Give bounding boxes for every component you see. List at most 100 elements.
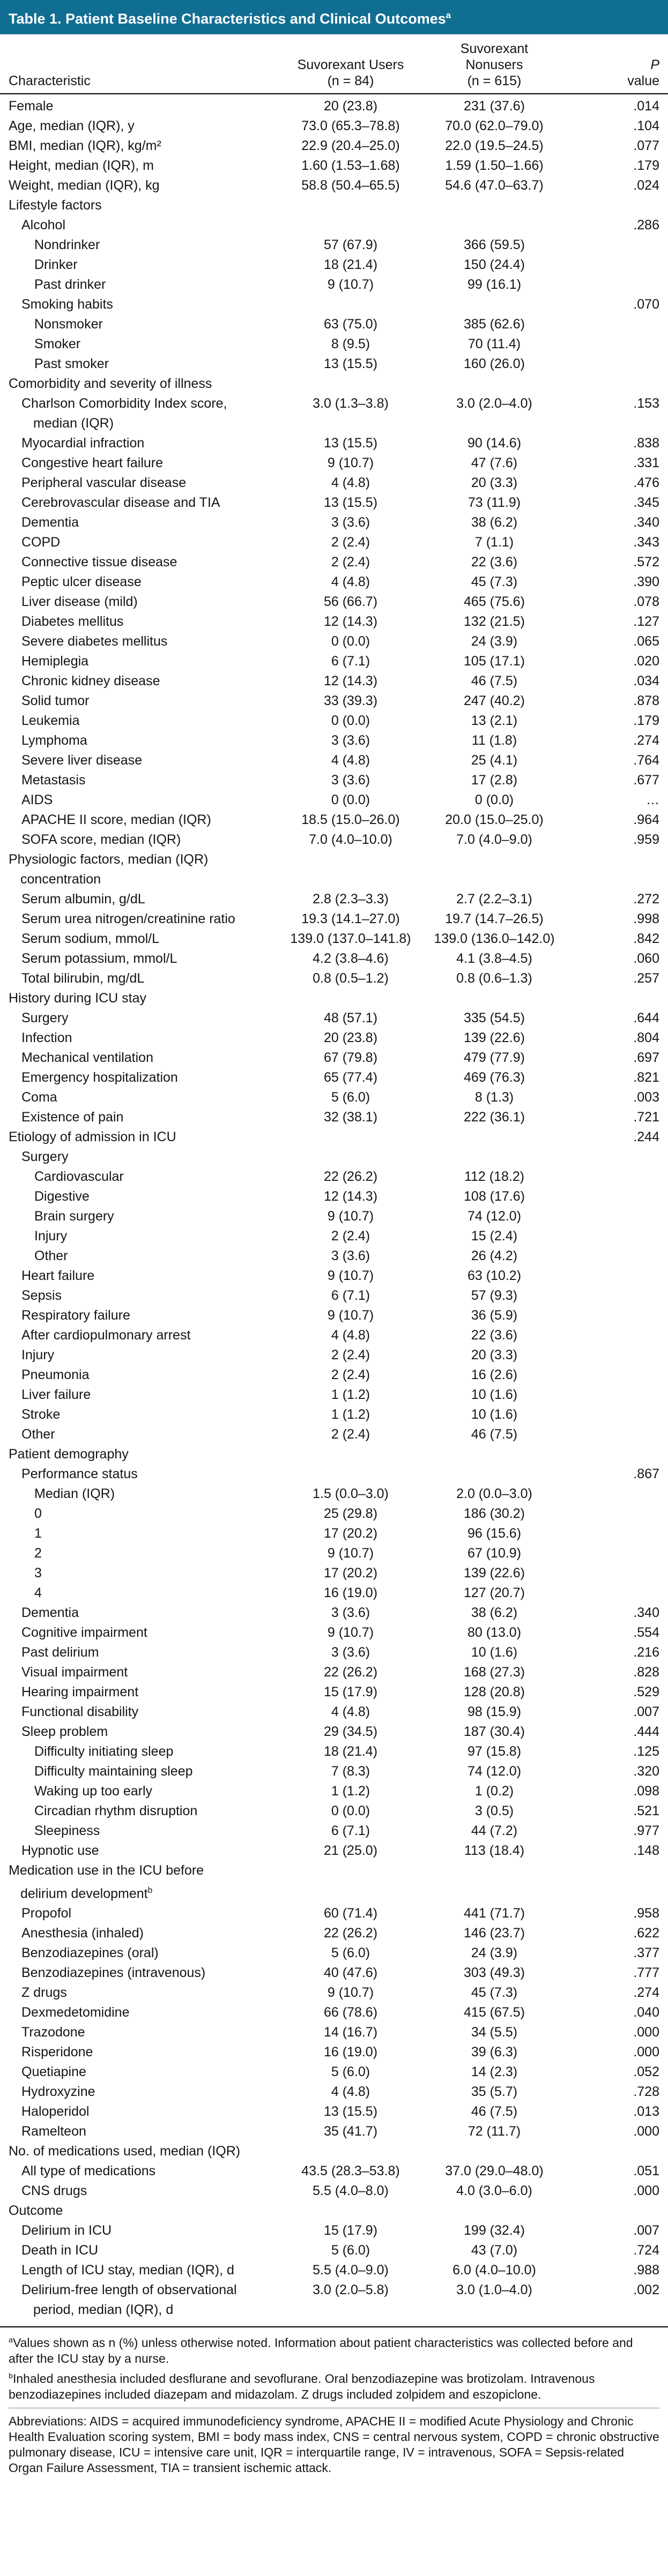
row-label: Surgery <box>21 1149 69 1164</box>
table-row: Dementia 3 (3.6) 38 (6.2) .340 <box>0 1603 668 1623</box>
row-value-nonusers: 8 (1.3) <box>474 1090 514 1105</box>
row-label: Hearing impairment <box>21 1684 139 1699</box>
row-value-nonusers: 20 (3.3) <box>471 475 518 490</box>
row-label: No. of medications used, median (IQR) <box>9 2144 241 2159</box>
row-value-users: 3 (3.6) <box>331 515 370 530</box>
row-value-users: 58.8 (50.4–65.5) <box>301 178 400 193</box>
row-label: Existence of pain <box>21 1110 124 1125</box>
row-value-nonusers: 415 (67.5) <box>464 2005 525 2020</box>
row-value-nonusers: 63 (10.2) <box>467 1268 522 1283</box>
table-row: Sleep problem 29 (34.5) 187 (30.4) .444 <box>0 1722 668 1742</box>
table-row: Infection 20 (23.8) 139 (22.6) .804 <box>0 1028 668 1048</box>
row-p-value: .051 <box>633 2163 659 2179</box>
row-value-users: 4 (4.8) <box>331 1328 370 1343</box>
row-label: Brain surgery <box>34 1209 114 1224</box>
row-value-users: 3 (3.6) <box>331 1605 370 1620</box>
table-row: Ramelteon 35 (41.7) 72 (11.7) .000 <box>0 2122 668 2141</box>
row-p-value: .003 <box>633 1090 659 1105</box>
table-row: Hemiplegia 6 (7.1) 105 (17.1) .020 <box>0 652 668 671</box>
row-label: 4 <box>34 1585 42 1600</box>
row-label: Infection <box>21 1030 72 1045</box>
header-line: value <box>627 73 659 88</box>
row-label: Emergency hospitalization <box>21 1070 178 1085</box>
row-value-nonusers: 45 (7.3) <box>471 1985 518 2001</box>
row-value-nonusers: 231 (37.6) <box>464 99 525 114</box>
row-label: Z drugs <box>21 1985 67 2001</box>
row-value-users: 73.0 (65.3–78.8) <box>301 118 400 133</box>
row-value-users: 21 (25.0) <box>323 1843 378 1858</box>
row-value-nonusers: 73 (11.9) <box>467 495 521 510</box>
row-p-value: .878 <box>633 693 659 708</box>
row-p-value: .554 <box>633 1625 659 1640</box>
row-value-users: 1 (1.2) <box>331 1784 370 1799</box>
row-label: Difficulty initiating sleep <box>34 1744 174 1759</box>
footnotes: aValues shown as n (%) unless otherwise … <box>0 2326 668 2488</box>
table-row: Risperidone 16 (19.0) 39 (6.3) .000 <box>0 2042 668 2062</box>
row-label: Death in ICU <box>21 2243 99 2258</box>
table-rows: Female 20 (23.8) 231 (37.6) .014 Age, median… <box>0 94 668 2323</box>
row-label: Height, median (IQR), m <box>9 158 154 173</box>
row-label: Performance status <box>21 1466 138 1481</box>
row-value-users: 3 (3.6) <box>331 733 370 748</box>
table-row: Benzodiazepines (intravenous) 40 (47.6) 30… <box>0 1963 668 1983</box>
row-label: 1 <box>34 1526 42 1541</box>
row-label: Stroke <box>21 1407 61 1422</box>
row-p-value: .014 <box>633 99 659 114</box>
table: Table 1. Patient Baseline Characteristic… <box>0 0 668 2488</box>
row-label: Dementia <box>21 1605 79 1620</box>
row-value-users: 13 (15.5) <box>323 495 378 510</box>
row-value-nonusers: 2.0 (0.0–3.0) <box>456 1486 532 1501</box>
table-row: Lymphoma 3 (3.6) 11 (1.8) .274 <box>0 731 668 751</box>
row-value-users: 22 (26.2) <box>323 1665 378 1680</box>
row-label: Difficulty maintaining sleep <box>34 1764 193 1779</box>
table-row: Z drugs 9 (10.7) 45 (7.3) .274 <box>0 1983 668 2003</box>
table-row: Total bilirubin, mg/dL 0.8 (0.5–1.2) 0.8 (… <box>0 969 668 989</box>
header-line: Suvorexant Users <box>297 57 404 72</box>
table-row: Patient demography <box>0 1444 668 1464</box>
table-row: CNS drugs 5.5 (4.0–8.0) 4.0 (3.0–6.0) .000 <box>0 2181 668 2201</box>
row-value-users: 0 (0.0) <box>331 792 370 807</box>
row-label: Other <box>21 1427 55 1442</box>
row-value-nonusers: 366 (59.5) <box>464 237 525 252</box>
table-row: Weight, median (IQR), kg 58.8 (50.4–65.5)… <box>0 176 668 196</box>
row-value-nonusers: 14 (2.3) <box>471 2064 518 2080</box>
table-row: Respiratory failure 9 (10.7) 36 (5.9) <box>0 1306 668 1326</box>
row-label: Past drinker <box>34 277 106 292</box>
row-p-value: .000 <box>633 2183 659 2199</box>
table-row: Functional disability 4 (4.8) 98 (15.9) .00… <box>0 1702 668 1722</box>
row-label: Hemiplegia <box>21 654 89 669</box>
table-row: Injury 2 (2.4) 20 (3.3) <box>0 1345 668 1365</box>
row-value-users: 5 (6.0) <box>331 1945 370 1961</box>
row-value-nonusers: 22.0 (19.5–24.5) <box>445 138 544 153</box>
row-value-nonusers: 139.0 (136.0–142.0) <box>434 931 555 946</box>
row-value-users: 13 (15.5) <box>323 356 378 371</box>
row-value-users: 32 (38.1) <box>323 1110 378 1125</box>
row-value-nonusers: 4.1 (3.8–4.5) <box>456 951 532 966</box>
row-p-value: .052 <box>633 2064 659 2080</box>
row-value-users: 22.9 (20.4–25.0) <box>301 138 400 153</box>
row-value-users: 56 (66.7) <box>323 594 378 609</box>
row-label: CNS drugs <box>21 2183 87 2199</box>
row-value-users: 2 (2.4) <box>331 535 370 550</box>
row-value-users: 16 (19.0) <box>323 2045 378 2060</box>
row-value-nonusers: 186 (30.2) <box>464 1506 525 1521</box>
header-line: Suvorexant <box>460 41 529 56</box>
row-label: Quetiapine <box>21 2064 86 2080</box>
row-label: Anesthesia (inhaled) <box>21 1926 144 1941</box>
row-value-nonusers: 34 (5.5) <box>471 2025 518 2040</box>
table-row: 2 9 (10.7) 67 (10.9) <box>0 1544 668 1563</box>
row-value-nonusers: 441 (71.7) <box>464 1906 525 1921</box>
table-row: Difficulty maintaining sleep 7 (8.3) 74 (1… <box>0 1762 668 1781</box>
row-value-users: 22 (26.2) <box>323 1926 378 1941</box>
row-value-nonusers: 20 (3.3) <box>471 1347 518 1362</box>
row-label: Benzodiazepines (intravenous) <box>21 1965 206 1981</box>
table-row: Trazodone 14 (16.7) 34 (5.5) .000 <box>0 2023 668 2042</box>
row-value-users: 7.0 (4.0–10.0) <box>309 832 392 847</box>
row-p-value: .216 <box>633 1645 659 1660</box>
row-value-users: 6 (7.1) <box>331 1823 370 1838</box>
row-label: Female <box>9 99 54 114</box>
table-row: Dexmedetomidine 66 (78.6) 415 (67.5) .040 <box>0 2003 668 2023</box>
row-value-users: 5.5 (4.0–8.0) <box>313 2183 389 2199</box>
row-value-nonusers: 7.0 (4.0–9.0) <box>456 832 532 847</box>
row-label: Circadian rhythm disruption <box>34 1803 198 1818</box>
